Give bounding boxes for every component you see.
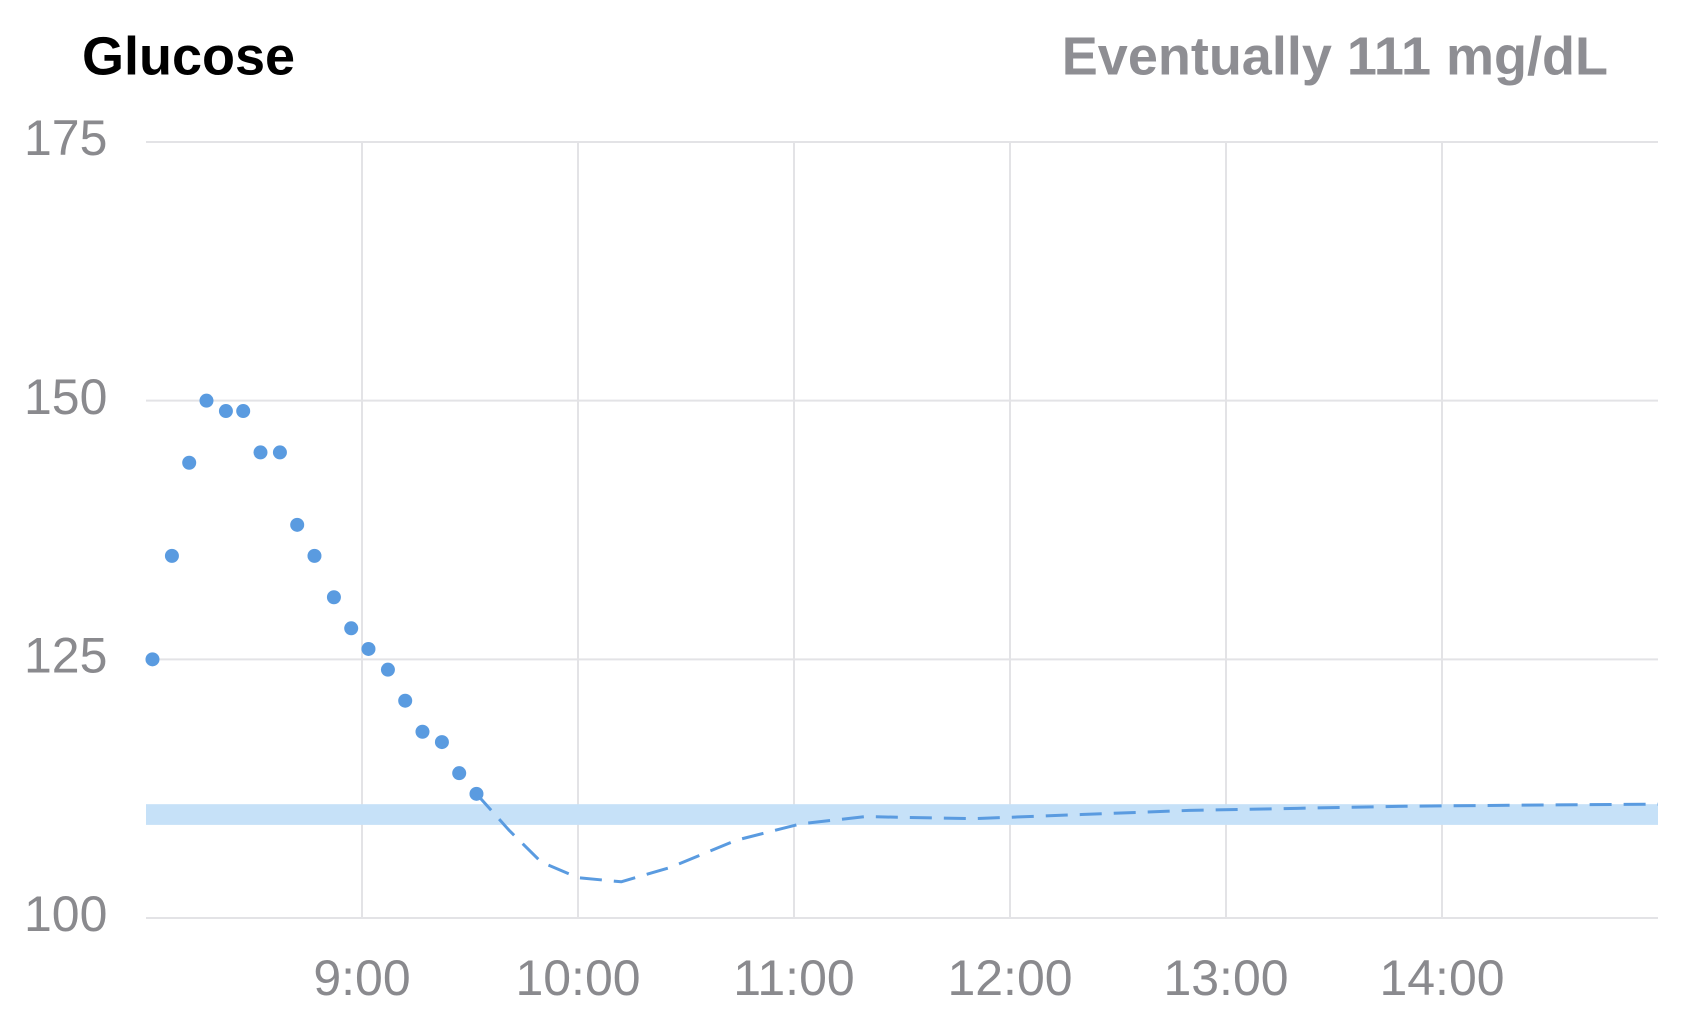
glucose-point (199, 393, 214, 408)
chart-title: Glucose (82, 26, 295, 86)
glucose-point (164, 548, 179, 563)
y-tick-label: 175 (24, 110, 107, 166)
glucose-point (326, 590, 341, 605)
glucose-point (145, 652, 160, 667)
y-tick-label: 150 (24, 369, 107, 425)
glucose-point (218, 404, 233, 419)
glucose-point (415, 724, 430, 739)
glucose-point (182, 455, 197, 470)
x-tick-label: 9:00 (313, 950, 410, 1006)
glucose-point (307, 548, 322, 563)
x-tick-label: 11:00 (733, 950, 854, 1006)
glucose-point (434, 735, 449, 750)
y-tick-label: 125 (24, 628, 107, 684)
target-range (146, 804, 1658, 825)
glucose-point (290, 517, 305, 532)
y-tick-label: 100 (24, 886, 107, 942)
x-tick-label: 12:00 (947, 950, 1072, 1006)
glucose-point (361, 641, 376, 656)
glucose-point (398, 693, 413, 708)
glucose-point (236, 404, 251, 419)
glucose-point (344, 621, 359, 636)
prediction-line (475, 792, 1659, 884)
glucose-point (272, 445, 287, 460)
glucose-point (380, 662, 395, 677)
chart-subtitle: Eventually 111 mg/dL (1062, 26, 1608, 86)
x-tick-label: 14:00 (1379, 950, 1504, 1006)
glucose-point (452, 766, 467, 781)
x-tick-label: 13:00 (1163, 950, 1288, 1006)
x-tick-label: 10:00 (515, 950, 640, 1006)
glucose-point (253, 445, 268, 460)
